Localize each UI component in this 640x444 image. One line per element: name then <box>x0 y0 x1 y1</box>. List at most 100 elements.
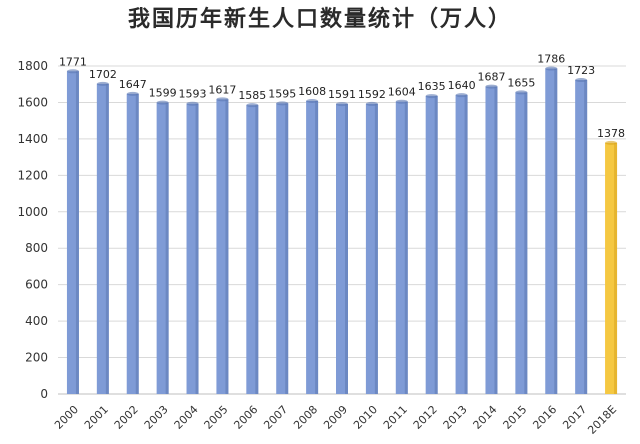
data-label: 1655 <box>507 76 535 89</box>
y-tick-label: 400 <box>25 314 48 328</box>
bar-cap <box>156 100 169 105</box>
data-label: 1585 <box>238 89 266 102</box>
data-label: 1635 <box>418 80 446 93</box>
bar-side <box>584 80 588 394</box>
bar <box>156 100 169 395</box>
bar <box>545 66 558 394</box>
data-label: 1702 <box>89 68 117 81</box>
bars <box>66 66 618 395</box>
x-tick-label: 2003 <box>142 403 171 432</box>
y-tick-label: 1000 <box>17 205 48 219</box>
x-tick-label: 2000 <box>52 403 81 432</box>
bar-cap <box>276 101 289 106</box>
y-axis: 0 200 400 600 800 1000 1200 1400 1600 1800 <box>17 59 48 401</box>
bar-side <box>165 102 169 395</box>
bar <box>455 93 468 395</box>
bar-cap <box>485 84 498 89</box>
bar-cap <box>515 90 528 95</box>
bar-side <box>614 142 618 394</box>
x-tick-label: 2007 <box>261 403 290 432</box>
x-tick-label: 2005 <box>202 403 231 432</box>
bar-cap <box>545 66 558 71</box>
x-tick-label: 2008 <box>291 403 320 432</box>
bar-cap <box>365 101 378 106</box>
data-label: 1647 <box>119 78 147 91</box>
data-label: 1640 <box>448 79 476 92</box>
x-tick-label: 2014 <box>471 403 500 432</box>
data-label: 1378 <box>597 127 625 140</box>
bar-cap <box>455 93 468 98</box>
bar-side <box>494 86 498 394</box>
data-label: 1593 <box>179 88 207 101</box>
bar <box>395 99 408 395</box>
bar-side <box>225 99 229 394</box>
bar <box>186 101 199 394</box>
bar <box>515 90 528 394</box>
data-label: 1608 <box>298 85 326 98</box>
x-tick-label: 2013 <box>441 403 470 432</box>
bar-cap <box>216 97 229 102</box>
bar-side <box>404 101 408 395</box>
data-label: 1617 <box>208 83 236 96</box>
bar <box>216 97 229 394</box>
data-label: 1786 <box>537 53 565 66</box>
x-tick-label: 2010 <box>351 403 380 432</box>
bar-side <box>75 71 79 394</box>
bar-cap <box>186 101 199 106</box>
data-label: 1595 <box>268 87 296 100</box>
bar-side <box>374 103 378 394</box>
data-label: 1604 <box>388 86 416 99</box>
bar-side <box>285 103 289 394</box>
bar <box>276 101 289 394</box>
x-tick-label: 2015 <box>500 403 529 432</box>
y-tick-label: 200 <box>25 351 48 365</box>
y-tick-label: 1200 <box>17 168 48 182</box>
bar <box>126 91 139 394</box>
data-label: 1592 <box>358 88 386 101</box>
data-label: 1687 <box>477 71 505 84</box>
bar-side <box>135 93 139 394</box>
bar <box>306 98 319 394</box>
bar-cap <box>126 91 139 96</box>
x-tick-label: 2001 <box>82 403 111 432</box>
bar-side <box>554 68 558 394</box>
bar-side <box>255 105 259 394</box>
bar-side <box>434 96 438 395</box>
bar <box>605 140 618 394</box>
bar-side <box>464 95 468 395</box>
x-tick-label: 2009 <box>321 403 350 432</box>
x-tick-label: 2004 <box>172 403 201 432</box>
data-label: 1591 <box>328 88 356 101</box>
chart-title: 我国历年新生人口数量统计（万人） <box>128 6 512 32</box>
bar <box>575 78 588 394</box>
x-tick-label: 2002 <box>112 403 141 432</box>
bar-cap <box>96 81 109 86</box>
bar-cap <box>66 69 79 74</box>
x-axis: 2000 2001 2002 2003 2004 2005 2006 2007 2008 2009… <box>52 403 619 437</box>
bar <box>425 94 438 395</box>
bar-cap <box>246 103 259 108</box>
data-label: 1599 <box>149 87 177 100</box>
x-tick-label: 2012 <box>411 403 440 432</box>
y-tick-label: 1800 <box>17 59 48 73</box>
bar-side <box>195 103 199 394</box>
y-tick-label: 1400 <box>17 132 48 146</box>
bar-cap <box>306 98 319 103</box>
bar <box>485 84 498 394</box>
bar-side <box>105 83 109 394</box>
y-tick-label: 600 <box>25 278 48 292</box>
bar-cap <box>575 78 588 83</box>
bar-cap <box>605 140 618 145</box>
bar-cap <box>395 99 408 104</box>
bar <box>66 69 79 394</box>
bar-side <box>524 92 528 394</box>
bar-side <box>345 104 348 394</box>
x-tick-label: 2011 <box>381 403 410 432</box>
bar-cap <box>425 94 438 99</box>
y-tick-label: 0 <box>40 387 48 401</box>
bar <box>246 103 259 394</box>
x-tick-label: 2018E <box>585 403 619 437</box>
